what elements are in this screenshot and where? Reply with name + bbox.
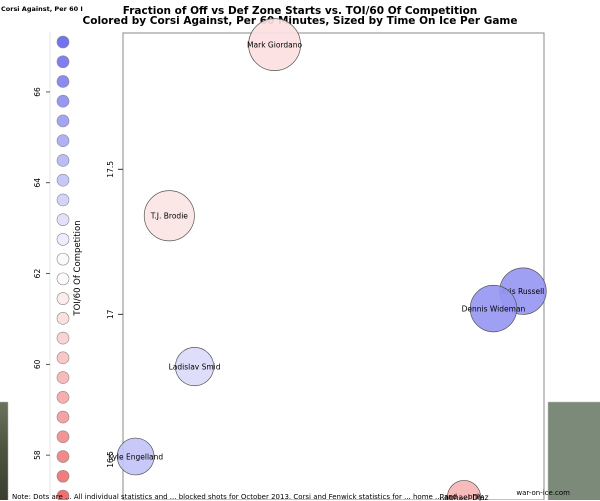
legend-swatch (56, 134, 70, 147)
data-point (469, 284, 518, 333)
legend-tick-label: 60 (33, 359, 42, 369)
footnote: Note: Dots are ... All individual statis… (12, 493, 484, 501)
legend-swatch (56, 410, 70, 424)
legend-swatch (56, 35, 70, 49)
chart-title: Fraction of Off vs Def Zone Starts vs. T… (122, 5, 478, 17)
legend-swatch (56, 331, 70, 345)
chart-subtitle: Colored by Corsi Against, Per 60 Minutes… (82, 15, 518, 27)
data-point-label: Kyle Engelland (108, 452, 163, 461)
legend-swatch (56, 154, 70, 167)
legend-tick-label: 58 (33, 450, 42, 460)
data-point-label: Ladislav Smid (169, 363, 221, 372)
data-point (175, 347, 215, 387)
data-point-label: Mark Giordano (247, 41, 302, 50)
plot-frame (122, 32, 545, 500)
legend-title: Corsi Against, Per 60 I (1, 5, 83, 13)
legend-swatch (56, 489, 70, 500)
legend-swatch (56, 351, 70, 365)
data-point-label: T.J. Brodie (150, 212, 189, 221)
legend-swatch (56, 213, 70, 226)
legend-swatch (56, 430, 70, 444)
legend-swatch (56, 391, 70, 404)
legend-swatch (56, 312, 70, 325)
legend-swatch (56, 469, 70, 483)
legend-swatch (56, 252, 70, 266)
legend-swatch (56, 55, 70, 69)
legend-swatch (56, 94, 70, 108)
data-point (447, 480, 481, 500)
legend-swatch (56, 75, 70, 88)
legend-swatch (56, 233, 70, 246)
y-tick-label: 17.5 (106, 161, 115, 178)
legend-tick-label: 66 (33, 87, 42, 97)
data-point (143, 190, 195, 242)
legend-swatch (56, 193, 70, 207)
legend-tick-label: 62 (33, 269, 42, 279)
legend-swatch (56, 272, 70, 286)
legend-swatch (56, 450, 70, 463)
legend-swatch (56, 114, 70, 128)
data-point-label: Kris Russell (502, 287, 545, 296)
y-tick-label: 16.5 (106, 451, 115, 468)
data-point-label: Dennis Wideman (462, 305, 526, 314)
data-point-label: Raphael Diaz (439, 493, 488, 500)
legend-swatch (56, 173, 70, 187)
legend-swatch (56, 371, 70, 384)
legend-tick-label: 64 (33, 178, 42, 188)
data-point (248, 18, 301, 71)
y-tick-label: 17 (106, 309, 115, 319)
legend-swatch (56, 292, 70, 305)
credit-text: war-on-ice.com (516, 489, 570, 497)
data-point (116, 437, 155, 476)
